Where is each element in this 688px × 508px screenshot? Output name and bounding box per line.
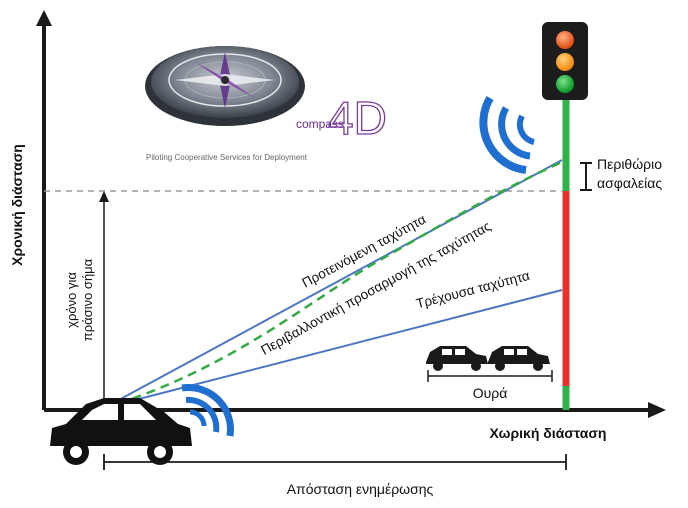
update-distance-bracket: [103, 454, 567, 470]
current-speed-line: [103, 289, 563, 409]
queue-cars-icon: [426, 346, 550, 371]
queue-car-2: [488, 346, 550, 371]
car-icon: [50, 398, 192, 465]
time-to-green-label-1: χρόνο για: [64, 272, 79, 328]
queue-bracket: [427, 370, 553, 382]
compass4d-logo: compass 4D Piloting Cooperative Services…: [145, 46, 387, 162]
safety-margin-label-1: Περιθώριο: [597, 156, 662, 172]
x-axis-label: Χωρική διάσταση: [490, 425, 607, 441]
suggested-speed-label: Προτεινόμενη ταχύτητα: [299, 211, 428, 290]
queue-car-1: [426, 346, 488, 371]
logo-tagline: Piloting Cooperative Services for Deploy…: [146, 153, 308, 162]
traffic-light-icon: [542, 22, 588, 100]
y-axis-label: Χρονική διάσταση: [9, 144, 25, 266]
time-to-green-label-2: πράσινο σήμα: [80, 258, 95, 341]
logo-brand-small: compass: [296, 117, 344, 131]
safety-margin-bracket: [580, 162, 592, 191]
x-axis-arrow: [648, 402, 666, 418]
y-axis-arrow: [36, 10, 52, 26]
queue-label: Ουρά: [473, 385, 508, 401]
car-wifi-signal-icon: [181, 384, 234, 437]
compass-icon: [145, 46, 305, 126]
eco-adaptation-line: [103, 160, 563, 410]
wifi-signal-icon: [479, 95, 535, 174]
current-speed-label: Τρέχουσα ταχύτητα: [415, 268, 532, 312]
time-to-green-arrow-head: [99, 191, 109, 202]
safety-margin-label-2: ασφαλείας: [597, 175, 662, 191]
update-distance-label: Απόσταση ενημέρωσης: [287, 481, 434, 497]
logo-brand-big: 4D: [328, 92, 387, 144]
